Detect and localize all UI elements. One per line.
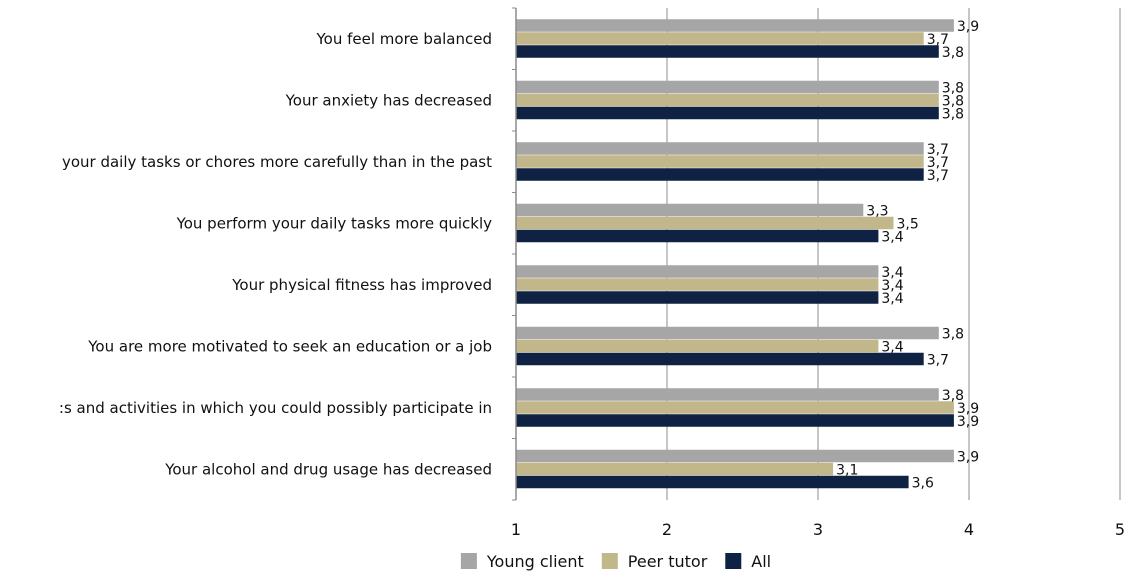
- x-tick-label: 1: [511, 520, 521, 539]
- bar: [516, 326, 939, 340]
- data-label: 3,9: [957, 19, 979, 35]
- data-label: 3,6: [912, 475, 934, 491]
- legend-swatch: [725, 553, 742, 569]
- category-label: Your physical fitness has improved: [231, 276, 492, 294]
- data-label: 3,7: [927, 168, 949, 184]
- data-label: 3,8: [942, 80, 964, 96]
- x-tick-label: 3: [813, 520, 823, 539]
- data-label: 3,4: [881, 229, 903, 245]
- bar: [516, 388, 939, 401]
- data-label: 3,8: [942, 93, 964, 109]
- legend-label: Young client: [486, 552, 584, 571]
- bar: [516, 449, 954, 463]
- category-label: Your alcohol and drug usage has decrease…: [164, 460, 492, 478]
- bar: [516, 216, 894, 230]
- data-label: 3,4: [881, 265, 903, 281]
- data-label: 3,8: [942, 326, 964, 342]
- data-label: 3,7: [927, 142, 949, 158]
- category-label: Your anxiety has decreased: [285, 91, 492, 109]
- bar: [516, 45, 939, 58]
- bar: [516, 106, 939, 120]
- bar: [516, 168, 924, 181]
- data-label: 3,5: [897, 216, 919, 232]
- legend-label: Peer tutor: [628, 552, 708, 571]
- bar: [516, 291, 879, 304]
- bar: [516, 265, 879, 278]
- data-label: 3,4: [881, 278, 903, 294]
- bar: [516, 80, 939, 94]
- data-label: 3,4: [881, 339, 903, 355]
- bar: [516, 32, 924, 45]
- y-axis: [512, 7, 517, 501]
- data-labels: 3,93,73,83,83,83,83,73,73,73,33,53,43,43…: [836, 19, 979, 492]
- legend: Young client Peer tutor All: [460, 552, 771, 571]
- bar: [516, 142, 924, 155]
- bar: [516, 278, 879, 291]
- x-tick-label: 2: [662, 520, 672, 539]
- legend-swatch: [601, 553, 618, 569]
- bar: [516, 229, 879, 243]
- bar: [516, 401, 954, 414]
- bar: [516, 475, 909, 489]
- bar: [516, 414, 954, 427]
- data-label: 3,7: [927, 352, 949, 368]
- bar: [516, 462, 834, 476]
- bar: [516, 93, 939, 107]
- data-label: 3,9: [957, 401, 979, 417]
- bar: [516, 19, 954, 32]
- bar: [516, 339, 879, 353]
- data-label: 3,8: [942, 45, 964, 61]
- bar: [516, 203, 864, 217]
- category-label: You perform your daily tasks more quickl…: [176, 214, 493, 232]
- category-labels: You feel more balanced Your anxiety has d…: [59, 30, 492, 479]
- data-label: 3,1: [836, 462, 858, 478]
- x-axis-tick-labels: 1 2 3 4 5: [511, 520, 1125, 539]
- bars: [516, 19, 954, 489]
- data-label: 3,7: [927, 32, 949, 48]
- bar: [516, 155, 924, 168]
- data-label: 3,8: [942, 388, 964, 404]
- category-label: You feel more balanced: [316, 30, 493, 48]
- category-label: You are more motivated to seek an educat…: [87, 337, 492, 355]
- data-label: 3,9: [957, 449, 979, 465]
- data-label: 3,7: [927, 155, 949, 171]
- data-label: 3,3: [866, 203, 888, 219]
- data-label: 3,9: [957, 414, 979, 430]
- x-tick-label: 4: [964, 520, 974, 539]
- bar: [516, 352, 924, 366]
- category-label: your daily tasks or chores more carefull…: [62, 153, 492, 171]
- data-label: 3,8: [942, 106, 964, 122]
- data-label: 3,4: [881, 291, 903, 307]
- category-label: :s and activities in which you could pos…: [59, 399, 492, 417]
- legend-label: All: [751, 552, 771, 571]
- x-tick-label: 5: [1115, 520, 1125, 539]
- legend-swatch: [460, 553, 477, 569]
